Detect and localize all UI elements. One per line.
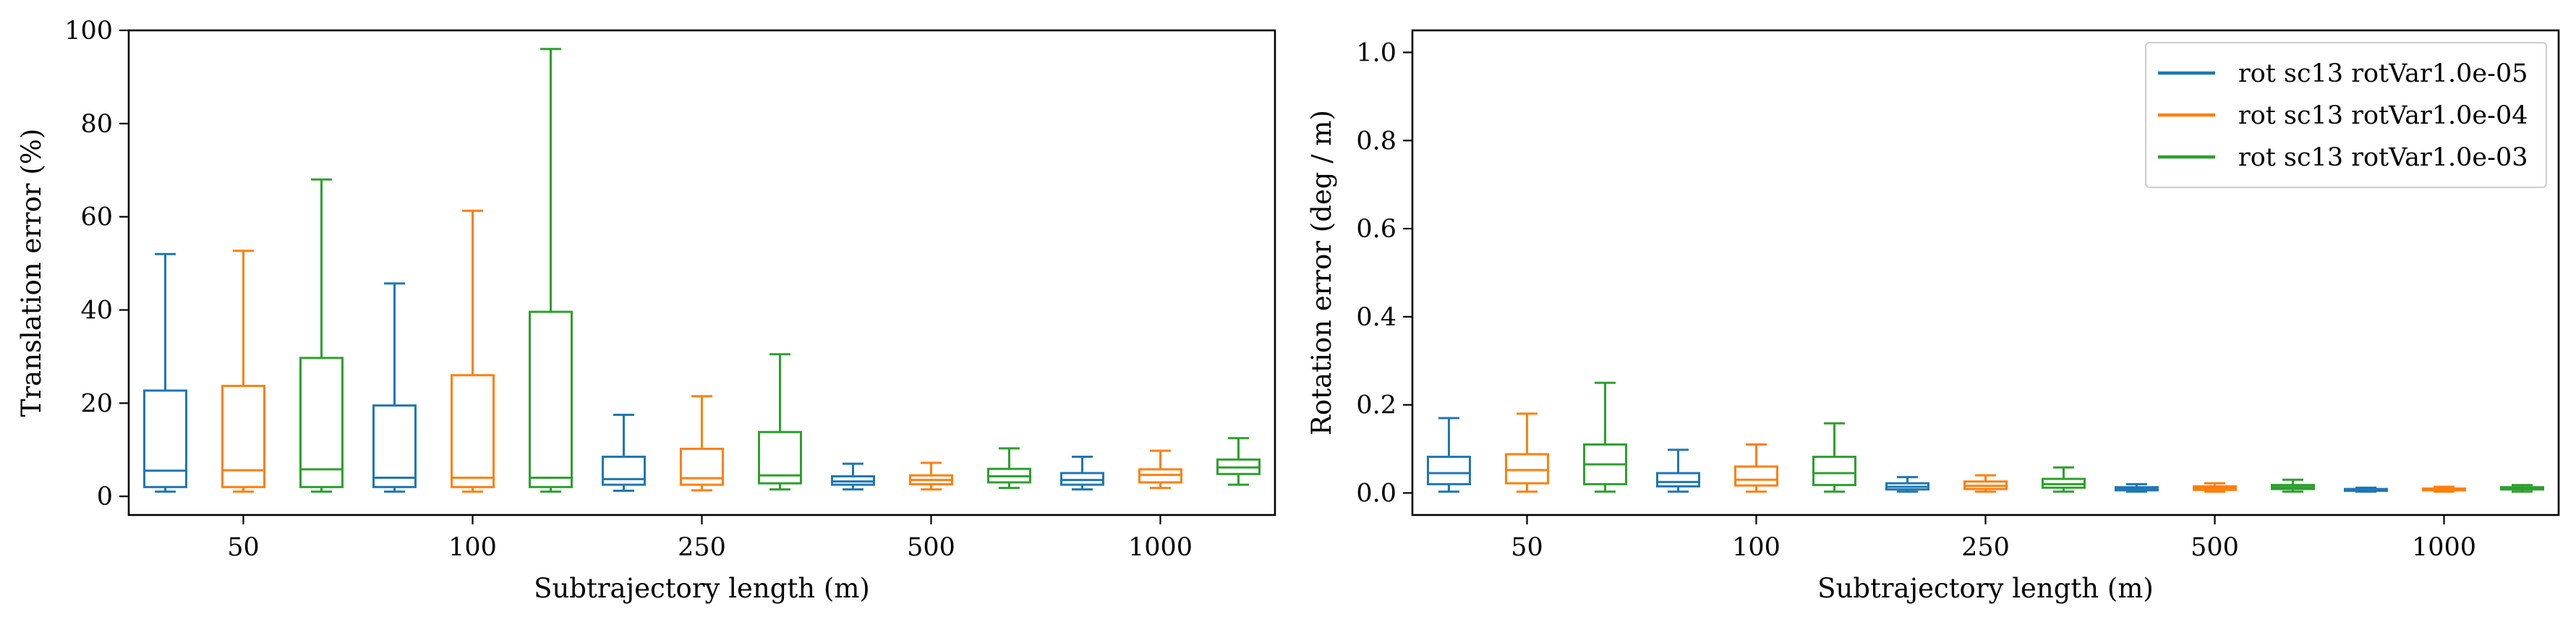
translation-error-panel: 0 20 40 60 80 100 50 100 250 500 1000 Subtrajectory… xyxy=(16,17,1276,604)
box-plot xyxy=(1656,448,1700,493)
legend-frame xyxy=(2145,42,2547,188)
box-plot xyxy=(2344,486,2388,493)
y-tick-label: 100 xyxy=(64,17,113,46)
y-tick-label: 60 xyxy=(80,203,113,232)
box-plot xyxy=(2193,482,2237,493)
y-tick-label: 20 xyxy=(80,389,113,418)
box xyxy=(1656,472,1700,488)
x-axis-label: Subtrajectory length (m) xyxy=(1817,573,2154,604)
box-plot xyxy=(1885,476,1929,493)
box-plot xyxy=(1427,417,1471,493)
y-axis-label: Rotation error (deg / m) xyxy=(1306,110,1337,435)
box-plot xyxy=(987,447,1031,490)
x-tick-label: 500 xyxy=(907,533,955,562)
box xyxy=(221,385,265,488)
x-axis-label: Subtrajectory length (m) xyxy=(534,573,870,604)
box xyxy=(1505,453,1549,485)
box xyxy=(1734,465,1778,487)
box-plot xyxy=(2500,484,2544,493)
box-plot xyxy=(2422,485,2466,493)
box-plot xyxy=(1734,443,1778,493)
box-plot xyxy=(1812,422,1856,493)
x-tick-label: 250 xyxy=(1961,533,2010,562)
legend-entry: rot sc13 rotVar1.0e-03 xyxy=(2238,143,2528,172)
box xyxy=(680,448,724,486)
y-tick-label: 0.2 xyxy=(1356,391,1396,420)
box-plot xyxy=(909,461,953,491)
box xyxy=(529,310,573,488)
box-plot xyxy=(831,462,875,491)
box-plot xyxy=(143,252,187,493)
x-tick-label: 50 xyxy=(227,533,260,562)
legend-entry: rot sc13 rotVar1.0e-05 xyxy=(2238,59,2528,88)
box-plot xyxy=(1583,381,1627,493)
box-plot xyxy=(2271,478,2315,493)
box-plot xyxy=(758,353,802,491)
box-plot xyxy=(1138,449,1182,490)
legend: rot sc13 rotVar1.0e-05 rot sc13 rotVar1.0… xyxy=(2145,42,2547,188)
box-plot xyxy=(2042,466,2086,493)
box-plot xyxy=(1963,474,2008,493)
box-plot xyxy=(602,413,646,492)
y-tick-label: 0.4 xyxy=(1356,303,1396,332)
y-tick-label: 80 xyxy=(80,110,113,139)
y-axis-label: Translation error (%) xyxy=(16,129,47,417)
box xyxy=(1060,472,1104,486)
box-plot xyxy=(529,48,573,493)
x-tick-label: 1000 xyxy=(2412,533,2476,562)
box xyxy=(451,374,495,488)
y-tick-label: 40 xyxy=(80,297,113,325)
y-tick-label: 1.0 xyxy=(1356,38,1396,67)
x-tick-label: 100 xyxy=(1732,533,1780,562)
box-plot xyxy=(1505,412,1549,493)
box xyxy=(758,430,802,485)
legend-entry: rot sc13 rotVar1.0e-04 xyxy=(2238,101,2528,130)
box xyxy=(299,357,344,488)
box-plot xyxy=(1216,437,1261,486)
x-tick-label: 50 xyxy=(1511,533,1543,562)
box-plot xyxy=(2115,482,2159,493)
x-tick-label: 100 xyxy=(448,533,497,562)
x-tick-label: 500 xyxy=(2191,533,2239,562)
y-tick-label: 0 xyxy=(97,482,113,511)
y-tick-label: 0.6 xyxy=(1356,215,1396,244)
box-plot xyxy=(372,282,417,493)
rotation-error-panel: 0.0 0.2 0.4 0.6 0.8 1.0 50 100 250 500 1000 Subtraj… xyxy=(1306,29,2560,604)
box xyxy=(1812,456,1856,487)
box-plot xyxy=(221,250,265,493)
box-plot xyxy=(451,209,495,493)
box xyxy=(1427,456,1471,485)
box xyxy=(602,455,646,486)
box-plot xyxy=(680,395,724,492)
y-tick-label: 0.8 xyxy=(1356,127,1396,156)
box xyxy=(143,389,187,488)
box xyxy=(372,404,417,488)
box-plot xyxy=(1060,455,1104,491)
x-tick-label: 1000 xyxy=(1128,533,1193,562)
box-plot xyxy=(299,178,344,493)
y-tick-label: 0.0 xyxy=(1356,480,1396,508)
x-tick-label: 250 xyxy=(678,533,726,562)
